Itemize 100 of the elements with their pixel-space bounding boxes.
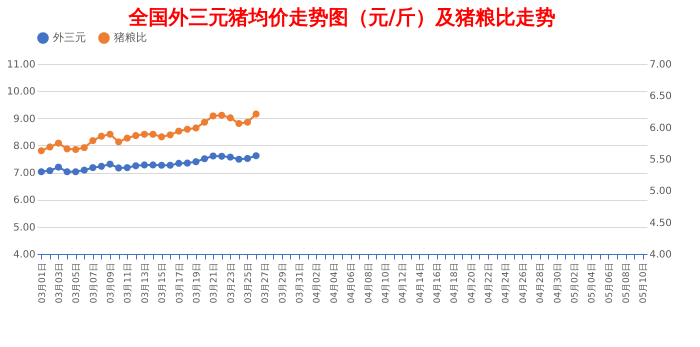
x-tick-label: 03月03日 xyxy=(54,262,65,304)
point xyxy=(192,158,200,166)
x-tick-label: 03月31日 xyxy=(296,262,306,304)
y-tick-label: 8.00 xyxy=(13,140,36,152)
x-tick-label: 03月05日 xyxy=(72,262,82,304)
y-tick-label: 4.00 xyxy=(13,250,36,260)
x-tick-label: 05月04日 xyxy=(588,262,598,304)
y-tick-label: 6.00 xyxy=(13,195,36,206)
x-tick-label: 05月08日 xyxy=(622,262,632,304)
x-tick-label: 03月27日 xyxy=(261,262,272,304)
x-tick-label: 04月02日 xyxy=(312,262,323,304)
point xyxy=(89,164,96,172)
point xyxy=(226,114,234,122)
point xyxy=(98,162,105,170)
point xyxy=(201,118,208,126)
point xyxy=(244,154,252,162)
point xyxy=(140,161,148,168)
x-tick-label: 03月07日 xyxy=(89,262,100,304)
point xyxy=(115,164,122,172)
x-tick-label: 05月10日 xyxy=(639,262,650,304)
y2-tick-label: 6.00 xyxy=(650,122,672,134)
point xyxy=(54,140,62,147)
point xyxy=(140,130,148,138)
x-tick-label: 04月10日 xyxy=(381,262,392,304)
y2-tick-label: 4.50 xyxy=(650,218,672,229)
point xyxy=(235,120,242,128)
x-tick-label: 04月12日 xyxy=(398,262,409,304)
x-tick-label: 04月06日 xyxy=(347,262,358,304)
point xyxy=(72,146,80,154)
x-tick-label: 03月19日 xyxy=(192,262,202,304)
point xyxy=(149,130,157,138)
y2-tick-label: 5.00 xyxy=(650,186,672,198)
x-tick-label: 05月02日 xyxy=(570,262,580,304)
point xyxy=(38,147,45,154)
y-tick-label: 5.00 xyxy=(13,222,36,234)
point xyxy=(184,126,191,133)
point xyxy=(166,131,174,138)
x-tick-label: 04月20日 xyxy=(467,262,478,304)
x-tick-label: 04月14日 xyxy=(416,262,426,304)
y-tick-label: 9.00 xyxy=(13,114,36,125)
x-tick-label: 04月24日 xyxy=(502,262,512,304)
point xyxy=(252,110,260,118)
x-tick-label: 05月06日 xyxy=(604,262,615,304)
x-tick-label: 03月29日 xyxy=(278,262,288,304)
point xyxy=(218,112,226,119)
y-tick-label: 7.00 xyxy=(13,168,36,180)
x-tick-label: 03月09日 xyxy=(106,262,117,304)
x-tick-label: 03月15日 xyxy=(158,262,168,304)
x-tick-label: 03月21日 xyxy=(210,262,220,304)
point xyxy=(132,132,140,140)
point xyxy=(64,145,71,152)
x-tick-label: 04月22日 xyxy=(484,262,495,304)
x-tick-label: 04月08日 xyxy=(364,262,374,304)
point xyxy=(106,160,114,168)
x-tick-label: 03月17日 xyxy=(175,262,186,304)
point xyxy=(175,160,182,167)
point xyxy=(218,152,226,160)
x-tick-label: 04月18日 xyxy=(450,262,460,304)
point xyxy=(252,152,260,160)
point xyxy=(115,138,122,146)
legend-label: 外三元 xyxy=(53,31,86,44)
legend-label: 猪粮比 xyxy=(114,31,147,44)
point xyxy=(46,167,54,174)
x-tick-label: 04月26日 xyxy=(518,262,529,304)
y2-tick-label: 7.00 xyxy=(650,60,672,70)
point xyxy=(80,144,88,152)
point xyxy=(192,124,200,132)
point xyxy=(149,161,157,168)
x-tick-label: 03月23日 xyxy=(226,262,237,304)
point xyxy=(166,162,174,169)
x-tick-label: 04月16日 xyxy=(433,262,444,304)
x-tick-label: 04月30日 xyxy=(553,262,564,304)
x-tick-label: 03月01日 xyxy=(38,262,48,304)
point xyxy=(72,168,80,176)
point xyxy=(158,162,166,169)
point xyxy=(235,156,242,163)
point xyxy=(124,164,131,172)
point xyxy=(38,168,45,176)
y-tick-label: 11.00 xyxy=(6,60,36,70)
point xyxy=(201,155,208,162)
point xyxy=(175,128,182,135)
point xyxy=(54,164,62,171)
chart-title: 全国外三元猪均价走势图（元/斤）及猪粮比走势 xyxy=(127,5,556,29)
point xyxy=(98,132,105,140)
point xyxy=(64,168,71,176)
y-tick-label: 10.00 xyxy=(6,86,36,98)
point xyxy=(226,154,234,161)
point xyxy=(106,130,114,138)
x-tick-label: 03月25日 xyxy=(244,262,254,304)
y2-tick-label: 4.00 xyxy=(650,250,672,260)
point xyxy=(46,143,54,150)
y2-tick-label: 5.50 xyxy=(650,154,672,166)
y2-tick-label: 6.50 xyxy=(650,91,672,102)
x-tick-label: 03月11日 xyxy=(124,262,134,304)
point xyxy=(124,134,131,142)
x-tick-label: 04月28日 xyxy=(536,262,546,304)
point xyxy=(210,152,217,160)
point xyxy=(132,162,140,170)
x-tick-label: 04月04日 xyxy=(330,262,340,304)
point xyxy=(184,160,191,167)
